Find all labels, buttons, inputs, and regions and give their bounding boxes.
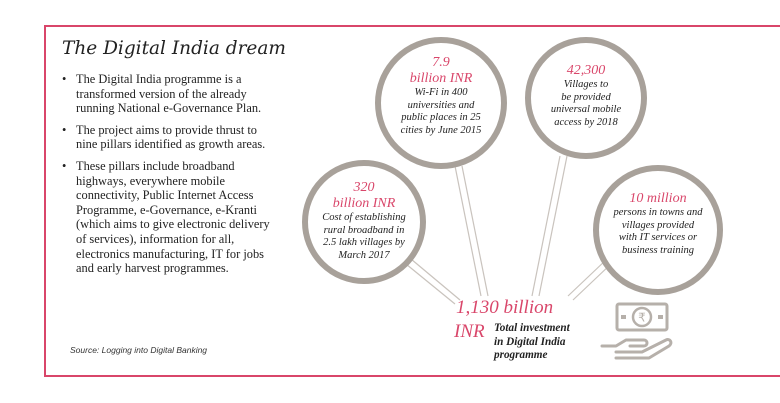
stat-amount: 7.9 (432, 55, 450, 70)
total-amount-line: 1,130 billion (456, 297, 554, 318)
stat-desc-line: access by 2018 (554, 116, 618, 128)
bullet-text: These pillars include broadband highways… (76, 158, 270, 276)
stat-circle-training: 10 million persons in towns and villages… (593, 165, 723, 295)
stat-desc-line: Villages to (563, 79, 609, 90)
stat-desc-line: universities and (407, 99, 475, 111)
money-hand-icon: ₹ (600, 302, 673, 360)
stat-desc-line: universal mobile (550, 104, 622, 116)
connector-line (538, 155, 568, 297)
stat-desc-line: with IT services or (618, 232, 698, 244)
stat-circle-broadband: 320 billion INR Cost of establishing rur… (302, 160, 426, 284)
stat-amount: 320 (353, 180, 375, 195)
total-investment-label: Total investment in Digital India progra… (494, 322, 570, 363)
connector-line (405, 263, 456, 305)
bullet-list: • The Digital India programme is a transf… (58, 72, 278, 283)
connector-line (454, 165, 482, 297)
total-label-line: programme (494, 349, 548, 362)
stat-desc-line: March 2017 (338, 249, 390, 261)
stat-desc-line: public places in 25 (401, 112, 481, 124)
bullet-dot: • (62, 158, 67, 173)
stat-circle-wifi: 7.9 billion INR Wi-Fi in 400 universitie… (375, 37, 507, 169)
total-label-line: in Digital India (494, 335, 566, 348)
source-note: Source: Logging into Digital Banking (70, 345, 208, 355)
total-label-line: Total investment (494, 322, 570, 334)
bullet-item: • The project aims to provide thrust to n… (58, 123, 278, 152)
infographic-frame (44, 25, 780, 377)
stat-circle-villages: 42,300 Villages to be provided universal… (525, 37, 647, 159)
svg-text:₹: ₹ (638, 311, 646, 325)
stat-desc-line: be provided (561, 91, 611, 103)
connector-line (410, 258, 461, 301)
stat-amount-unit: billion INR (409, 71, 473, 86)
bullet-dot: • (62, 122, 67, 137)
bullet-item: • The Digital India programme is a transf… (58, 72, 278, 116)
bullet-item: • These pillars include broadband highway… (58, 159, 278, 276)
connector-line (531, 155, 561, 297)
stat-desc-line: persons in towns and (613, 207, 703, 218)
page-title: The Digital India dream (62, 38, 286, 59)
connector-line (461, 165, 489, 297)
stat-desc-line: rural broadband in (323, 224, 405, 236)
stat-amount: 10 million (629, 191, 687, 206)
bullet-text: The Digital India programme is a transfo… (76, 72, 262, 116)
total-amount-unit: INR (454, 321, 485, 342)
stat-amount: 42,300 (566, 63, 606, 78)
bullet-text: The project aims to provide thrust to ni… (76, 122, 266, 152)
bullet-dot: • (62, 72, 67, 86)
stat-desc-line: 2.5 lakh villages by (323, 237, 405, 249)
stat-desc-line: business training (621, 244, 695, 256)
stat-amount-unit: billion INR (332, 196, 396, 211)
connector-line (567, 258, 608, 297)
stat-desc-line: Cost of establishing (322, 212, 406, 223)
stat-desc-line: cities by June 2015 (400, 124, 482, 136)
stat-desc-line: Wi-Fi in 400 (414, 87, 468, 98)
stat-desc-line: villages provided (621, 219, 695, 231)
